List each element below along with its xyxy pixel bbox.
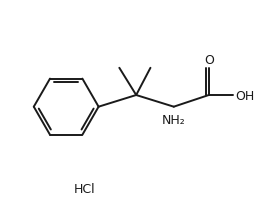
Text: NH₂: NH₂ bbox=[162, 114, 186, 127]
Text: OH: OH bbox=[236, 89, 255, 102]
Text: HCl: HCl bbox=[74, 182, 95, 195]
Text: O: O bbox=[204, 53, 214, 66]
